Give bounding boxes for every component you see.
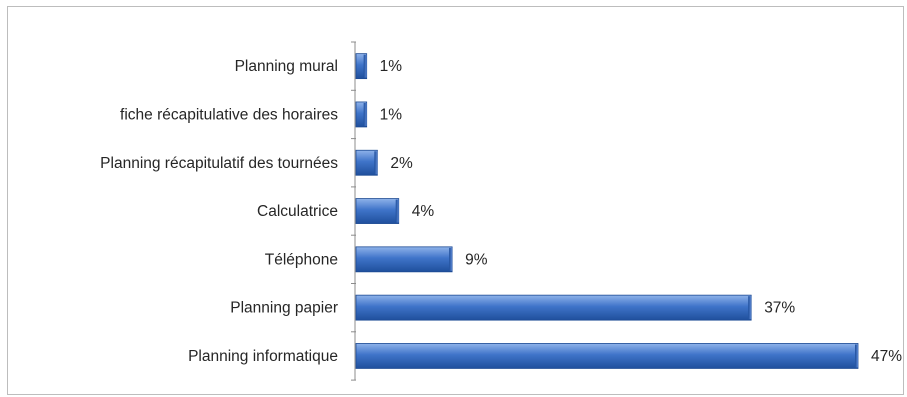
category-label: Planning mural [235, 58, 338, 75]
bar-4 [355, 246, 453, 273]
bar-cap-2 [374, 151, 378, 175]
value-label: 9% [465, 251, 488, 268]
bar-cap-6 [855, 344, 858, 368]
value-label: 37% [764, 300, 795, 317]
value-label: 4% [412, 203, 435, 220]
category-label: fiche récapitulative des horaires [120, 106, 338, 123]
bar-cap-4 [449, 247, 453, 271]
value-label: 2% [390, 155, 413, 172]
bar-3 [355, 198, 400, 224]
category-label: Planning informatique [188, 348, 338, 365]
category-label: Téléphone [265, 251, 338, 268]
category-label: Calculatrice [257, 203, 338, 220]
bar-2 [355, 149, 378, 176]
value-label: 1% [380, 106, 403, 123]
category-label: Planning récapitulatif des tournées [100, 155, 338, 172]
bar-cap-0 [363, 54, 367, 78]
value-label: 47% [871, 348, 902, 365]
bar-cap-5 [748, 296, 752, 320]
value-label: 1% [380, 58, 403, 75]
category-label: Planning papier [230, 300, 338, 317]
bar-cap-3 [395, 199, 399, 223]
bar-5 [355, 294, 752, 321]
chart-frame [7, 6, 904, 395]
bar-6 [355, 343, 859, 369]
bar-cap-1 [363, 102, 367, 126]
